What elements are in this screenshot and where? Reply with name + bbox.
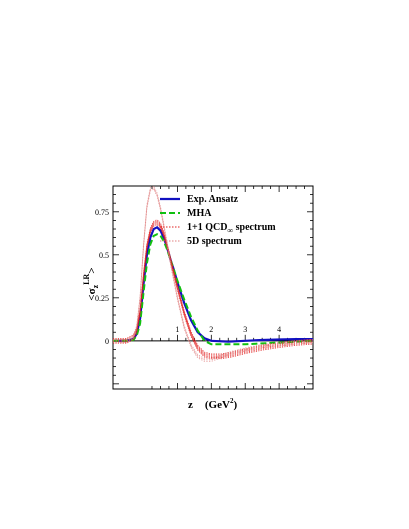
x-tick-label: 4 [277,325,281,334]
y-tick-label: 0 [105,337,109,346]
legend-label-qcd-after: spectrum [233,222,276,233]
svg-text:<σzLR>: <σzLR> [82,267,100,300]
series-5d-spectrum-band-line [113,188,314,362]
x-axis-title-var: z [188,399,193,411]
legend-label-qcd-sub: ∞ [227,226,233,235]
x-axis-title-unit: (GeV [205,399,230,411]
legend-label-qcd: 1+1 QCD∞ spectrum [187,222,276,235]
x-axis-title: z (GeV2) [188,397,237,411]
x-axis-title-sup: 2 [230,397,234,405]
y-tick-label: 0.5 [99,251,109,260]
y-axis-title-open: <σ [86,288,98,300]
series-5d-spectrum-band-line [113,185,314,359]
plot-frame [112,185,314,390]
y-axis-title-sub: z [91,284,100,288]
data-curves [113,185,314,362]
y-tick-label: 0.25 [95,294,109,303]
x-axis-title-close: ) [233,399,237,411]
y-axis-title-close: > [86,267,98,273]
legend-label-exp-ansatz: Exp. Ansatz [187,194,239,205]
legend-label-mha: MHA [187,208,212,219]
x-tick-label: 3 [243,325,247,334]
legend: Exp. Ansatz MHA 1+1 QCD∞ spectrum 5D spe… [160,194,276,247]
y-tick-label: 0.75 [95,208,109,217]
legend-label-5d: 5D spectrum [187,236,242,247]
series-5d-spectrum-band-line [113,187,314,361]
x-tick-label: 1 [175,325,179,334]
y-axis-title-sup: LR [82,273,91,284]
series-mha-line [113,233,314,346]
legend-label-qcd-main: 1+1 QCD [187,222,227,233]
axis-ticks: 1 2 3 4 0 0.25 0.5 0.75 [95,185,313,389]
x-tick-label: 2 [209,325,213,334]
y-axis-title: <σzLR> [82,267,100,300]
